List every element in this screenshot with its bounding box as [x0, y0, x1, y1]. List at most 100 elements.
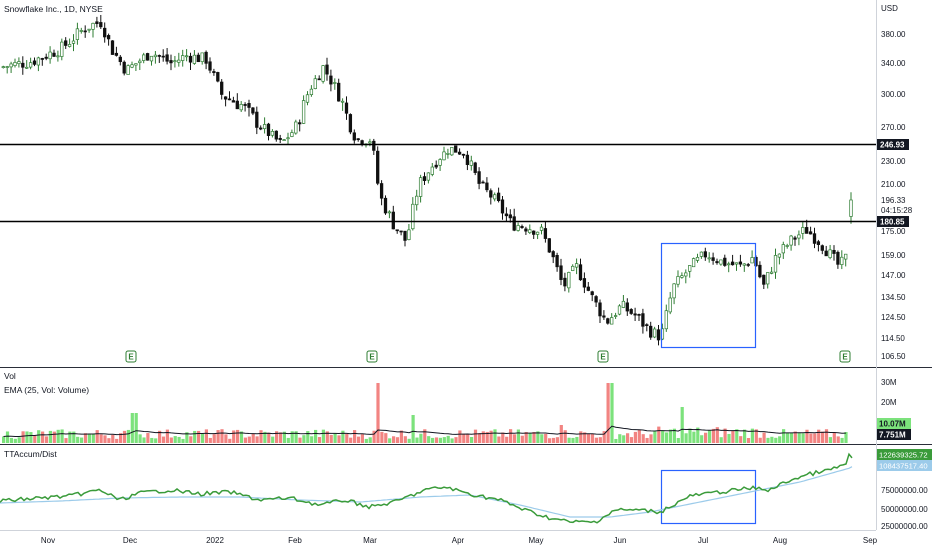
volume-bar-35: [138, 434, 142, 443]
volume-bar-174: [680, 407, 684, 443]
accum-title: TTAccum/Dist: [4, 449, 57, 459]
candle-body-149: [582, 278, 587, 288]
price-line-badge-2: [877, 216, 909, 227]
candle-body-140: [547, 238, 551, 253]
chart-title: Snowflake Inc., 1D, NYSE: [4, 4, 103, 14]
volume-bar-89: [349, 437, 353, 443]
candle-body-158: [617, 305, 622, 315]
time-axis-ticks: Nov Dec 2022 Feb Mar Apr May Jun Jul Aug Sep: [41, 536, 878, 545]
volume-bar-99: [388, 438, 392, 443]
candle-body-57: [223, 96, 228, 100]
volume-bar-166: [649, 434, 653, 443]
candle-body-139: [543, 228, 548, 239]
candle-body-7: [28, 62, 33, 68]
candle-body-68: [266, 123, 271, 136]
volume-bar-115: [450, 438, 454, 443]
volume-bar-22: [87, 433, 91, 443]
candle-body-148: [578, 264, 583, 281]
candle-body-121: [473, 162, 477, 173]
price-scale-ticks: 380.00 340.00 300.00 270.00 230.00 210.00 196.…: [881, 30, 906, 361]
candle-body-214: [836, 251, 840, 265]
candle-body-131: [512, 216, 516, 231]
horizontal-price-lines[interactable]: [0, 143, 876, 223]
candle-body-151: [590, 291, 594, 296]
volume-bar-114: [446, 435, 450, 443]
candle-body-18: [71, 40, 76, 44]
volume-bar-182: [711, 428, 715, 443]
candle-body-55: [216, 72, 220, 82]
price-tick-1: 340.00: [881, 59, 906, 68]
candle-body-last: [849, 199, 853, 217]
price-tick-8: 159.00: [881, 251, 906, 260]
candle-body-200: [781, 244, 785, 254]
volume-bar-208: [813, 433, 817, 443]
volume-bar-38: [150, 437, 154, 443]
price-tick-13: 106.50: [881, 352, 906, 361]
candle-body-26: [103, 27, 107, 38]
candle-body-166: [649, 325, 653, 338]
volume-bar-125: [489, 430, 493, 443]
candle-body-213: [832, 249, 836, 254]
candle-body-137: [535, 231, 540, 235]
candle-body-135: [528, 229, 532, 234]
candle-body-202: [789, 235, 793, 246]
volume-bar-216: [844, 432, 848, 443]
candle-body-45: [177, 59, 181, 63]
candle-body-111: [434, 164, 438, 168]
volume-bar-136: [532, 432, 536, 443]
volume-bar-88: [345, 433, 349, 443]
time-tick-8: Jul: [698, 536, 708, 545]
volume-bar-48: [189, 436, 193, 443]
volume-bar-138: [540, 434, 544, 443]
candle-body-162: [633, 313, 637, 316]
candle-body-136: [532, 230, 536, 235]
candle-body-79: [309, 88, 314, 96]
volume-bar-66: [259, 430, 263, 443]
accum-signal-badge: [877, 460, 932, 471]
volume-bar-145: [567, 437, 571, 443]
currency-label: USD: [881, 4, 898, 13]
volume-bar-202: [789, 432, 793, 443]
highlight-boxes[interactable]: [660, 242, 757, 525]
volume-bar-95: [372, 430, 376, 443]
volume-bar-46: [181, 438, 185, 443]
volume-bar-71: [278, 432, 283, 443]
candle-body-10: [40, 58, 44, 60]
candle-body-110: [430, 166, 434, 175]
volume-bar-206: [805, 429, 809, 443]
volume-bar-3: [13, 438, 17, 443]
candle-body-98: [383, 197, 388, 214]
volume-bar-51: [200, 433, 205, 443]
volume-bar-139: [544, 433, 548, 443]
candle-body-60: [235, 100, 239, 110]
volume-last-value: 10.07M: [879, 420, 906, 429]
volume-bar-40: [158, 430, 162, 443]
volume-bar-28: [111, 434, 115, 443]
volume-bar-146: [571, 437, 575, 443]
candle-body-201: [785, 245, 789, 247]
volume-bar-23: [91, 433, 95, 443]
candle-body-90: [352, 132, 356, 141]
volume-bar-93: [364, 438, 368, 443]
volume-bar-106: [415, 437, 419, 443]
volume-bar-168: [657, 426, 661, 443]
candle-body-37: [145, 53, 150, 61]
volume-bar-161: [629, 437, 634, 443]
candle-body-150: [586, 286, 590, 291]
candle-body-99: [387, 211, 392, 214]
volume-bar-77: [302, 435, 306, 443]
volume-bar-124: [485, 431, 489, 443]
candle-body-147: [574, 263, 579, 268]
candle-body-80: [313, 78, 317, 89]
candle-body-6: [25, 66, 29, 69]
volume-bar-205: [801, 433, 805, 443]
candle-body-109: [426, 172, 431, 181]
candle-body-40: [157, 55, 161, 57]
volume-bar-36: [142, 437, 146, 443]
volume-bar-27: [107, 438, 111, 443]
volume-bar-59: [232, 430, 236, 443]
volume-bar-52: [204, 429, 208, 443]
volume-bar-133: [520, 435, 524, 443]
volume-tick-20m: 20M: [881, 398, 897, 407]
